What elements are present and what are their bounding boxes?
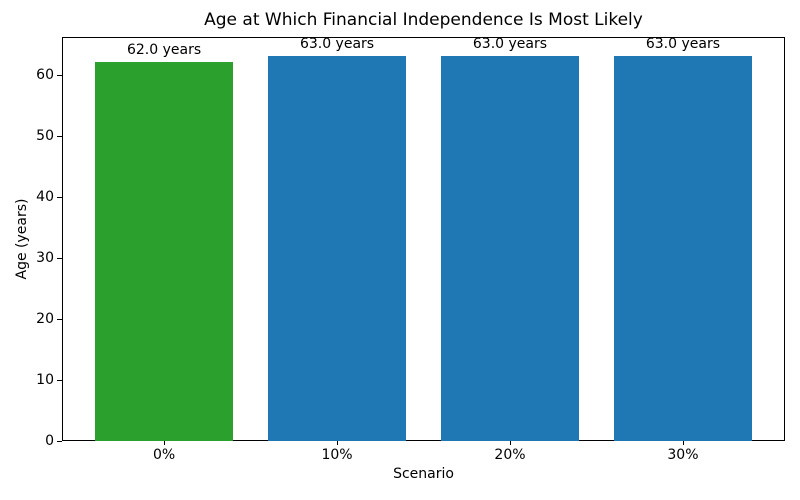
bar-value-label: 62.0 years bbox=[126, 42, 202, 59]
y-tick-mark bbox=[57, 196, 62, 198]
y-tick-label: 0 bbox=[45, 433, 54, 449]
x-tick-mark bbox=[164, 441, 166, 445]
y-tick-mark bbox=[57, 74, 62, 76]
x-tick-mark bbox=[337, 441, 339, 445]
bar bbox=[267, 56, 407, 441]
plot-area: 62.0 years 0% 63.0 years 10% 63.0 years 20% 63… bbox=[36, 36, 785, 463]
y-tick-label: 30 bbox=[36, 249, 54, 266]
y-tick-mark bbox=[57, 135, 62, 137]
x-tick-mark bbox=[682, 441, 684, 445]
bar bbox=[440, 56, 580, 441]
x-axis-label: Scenario bbox=[393, 466, 454, 482]
x-tick-label: 0% bbox=[152, 447, 176, 463]
bar bbox=[94, 62, 234, 441]
bar-value-label: 63.0 years bbox=[299, 36, 375, 53]
x-tick-label: 30% bbox=[667, 447, 699, 463]
x-tick-label: 20% bbox=[494, 447, 526, 463]
y-tick-mark bbox=[57, 379, 62, 381]
y-tick-label: 50 bbox=[36, 127, 54, 144]
x-tick-label: 10% bbox=[321, 447, 353, 463]
y-tick-mark bbox=[57, 257, 62, 259]
bar bbox=[613, 56, 753, 441]
y-tick-mark bbox=[57, 318, 62, 320]
y-tick-label: 10 bbox=[36, 371, 54, 388]
chart-title: Age at Which Financial Independence Is M… bbox=[204, 10, 643, 30]
y-tick-label: 40 bbox=[36, 188, 54, 205]
bar-value-label: 63.0 years bbox=[472, 36, 548, 53]
y-tick-mark bbox=[57, 441, 62, 442]
bar-value-label: 63.0 years bbox=[645, 36, 721, 53]
y-tick-label: 20 bbox=[36, 310, 54, 327]
y-tick-label: 60 bbox=[36, 66, 54, 83]
x-tick-mark bbox=[509, 441, 511, 445]
